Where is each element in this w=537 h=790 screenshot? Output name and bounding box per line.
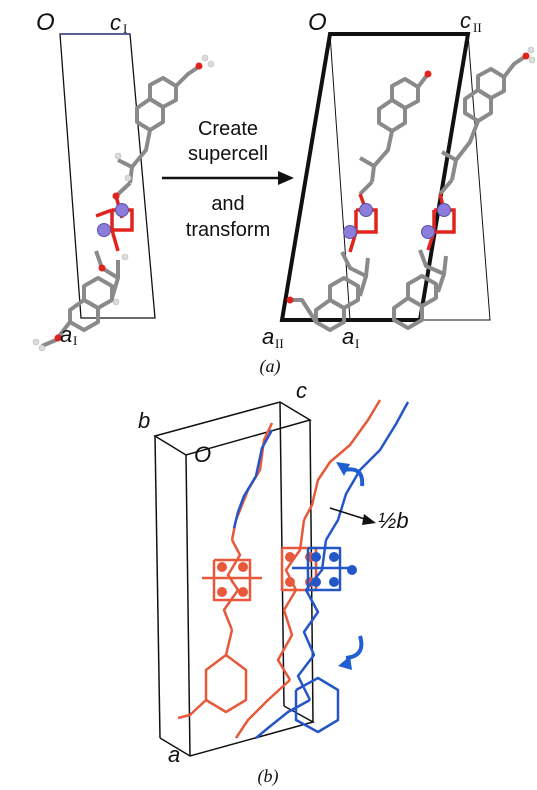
panel-b-b-label: b [138, 408, 150, 433]
right-cell-a2-label: a [262, 324, 274, 349]
transform-arrow-group: Create supercell and transform [162, 118, 294, 241]
arrow-text-supercell: supercell [188, 143, 268, 165]
left-unit-cell: O c I a I [32, 9, 215, 352]
panel-b-c-label: c [296, 378, 307, 403]
right-cell-origin-label: O [308, 9, 327, 36]
arrow-text-and: and [211, 193, 244, 215]
blue-overlay-molecule [232, 401, 410, 739]
left-cell-c-label: c [110, 10, 121, 35]
right-cell-a1-label: a [342, 324, 354, 349]
left-cell-frame [59, 33, 156, 319]
panel-a: O c I a I Create supercell and transform [32, 8, 536, 377]
lower-curl-arrow [345, 635, 364, 660]
arrow-text-transform: transform [186, 219, 270, 241]
panel-b-origin-label: O [194, 442, 211, 467]
original-cell-outline [329, 33, 491, 321]
right-cell-a1-subscript: I [355, 336, 359, 351]
left-cell-molecule [32, 54, 215, 352]
arrow-text-create: Create [198, 118, 258, 140]
left-cell-a-subscript: I [73, 333, 77, 348]
right-cell-molecule-2 [392, 46, 536, 330]
left-cell-a-label: a [60, 322, 72, 347]
lower-curl-arrowhead [338, 656, 352, 670]
panel-b-a-label: a [168, 742, 180, 767]
cell-box-3d [153, 401, 315, 757]
shift-arrow-head [362, 514, 376, 525]
upper-curl-arrowhead [336, 462, 350, 476]
blue-overlay-atoms [311, 552, 357, 587]
transformed-cell-frame [279, 32, 471, 322]
panel-a-caption: (a) [260, 356, 281, 377]
right-cell-a2-subscript: II [275, 336, 284, 351]
left-cell-origin-label: O [36, 9, 55, 36]
left-cell-c-subscript: I [123, 21, 127, 36]
right-supercell: O c II a II a I [262, 8, 536, 351]
panel-b-shift-label: ½b [378, 508, 409, 533]
right-cell-molecule-1 [286, 70, 432, 332]
panel-b: b c O ½b a (b) [138, 378, 410, 787]
transform-arrow-head [278, 171, 294, 185]
right-cell-c-label: c [460, 8, 471, 33]
right-cell-c-subscript: II [473, 20, 482, 35]
panel-b-caption: (b) [258, 766, 279, 787]
shift-arrow-shaft [329, 507, 369, 521]
